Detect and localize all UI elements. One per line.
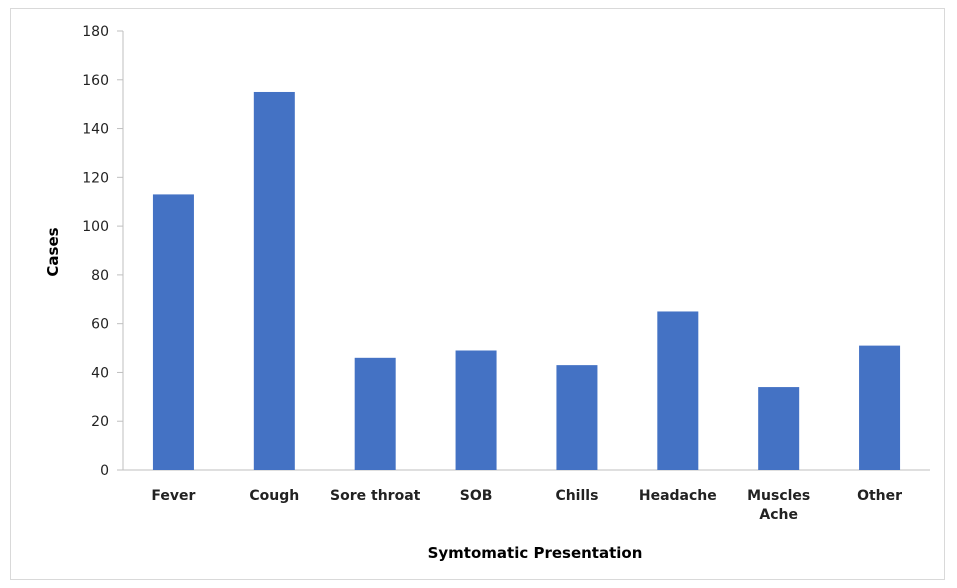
x-axis-title: Symtomatic Presentation: [428, 544, 643, 562]
y-tick-label: 0: [100, 463, 109, 479]
bar-chills: [556, 365, 598, 470]
bar-cough: [253, 91, 295, 470]
y-axis-title: Cases: [44, 227, 62, 276]
y-tick-label: 100: [82, 219, 109, 235]
y-tick-label: 40: [91, 365, 109, 381]
bar-headache: [657, 311, 699, 470]
x-tick-label: Sore throat: [330, 488, 421, 504]
bar-other: [859, 345, 901, 470]
x-tick-label: Chills: [555, 488, 598, 504]
y-tick-label: 60: [91, 317, 109, 333]
bar-sore-throat: [354, 357, 396, 470]
x-tick-label: Fever: [151, 488, 195, 504]
y-tick-label: 20: [91, 414, 109, 430]
y-tick-label: 120: [82, 170, 109, 186]
bar-sob: [455, 350, 497, 470]
y-tick-label: 160: [82, 73, 109, 89]
y-axis: 0 20 40 60 80 100 120 140 160 180: [82, 24, 930, 479]
bar-fever: [152, 194, 194, 470]
x-axis-labels: Fever Cough Sore throat SOB Chills Headache Mu…: [151, 488, 902, 523]
x-tick-label: Cough: [249, 488, 299, 504]
bar-muscles-ache: [758, 387, 800, 470]
x-tick-label: Muscles Ache: [747, 488, 810, 523]
x-tick-label: Other: [857, 488, 902, 504]
y-tick-label: 140: [82, 122, 109, 138]
y-tick-label: 180: [82, 24, 109, 40]
x-tick-label: SOB: [460, 488, 493, 504]
bars: [152, 91, 901, 470]
y-tick-label: 80: [91, 268, 109, 284]
x-tick-label: Headache: [639, 488, 717, 504]
